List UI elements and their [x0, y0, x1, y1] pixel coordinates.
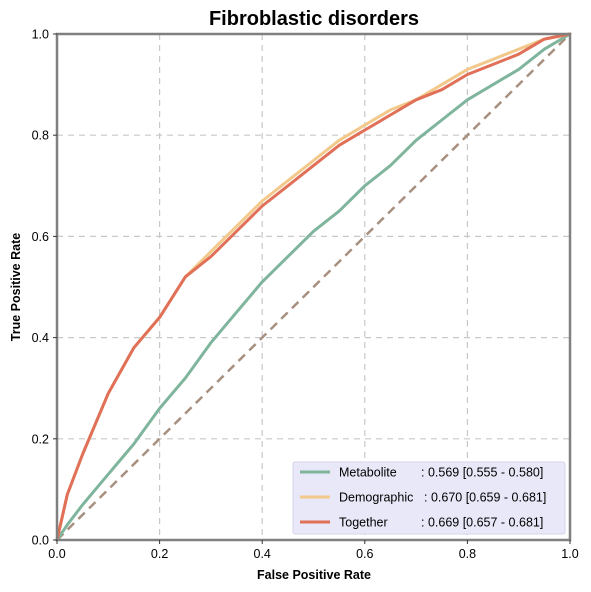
y-tick-label: 0.2	[32, 432, 49, 446]
y-tick-label: 0.8	[32, 129, 49, 143]
legend-auc-together: : 0.669 [0.657 - 0.681]	[421, 516, 543, 530]
x-tick-label: 0.8	[459, 547, 476, 561]
legend-label-together: Together	[339, 516, 388, 530]
legend-label-metabolite: Metabolite	[339, 466, 397, 480]
y-tick-label: 0.0	[32, 534, 49, 548]
y-axis-label: True Positive Rate	[9, 233, 23, 341]
legend-auc-demographic: : 0.670 [0.659 - 0.681]	[424, 491, 546, 505]
legend-label-demographic: Demographic	[339, 491, 413, 505]
x-tick-label: 0.6	[356, 547, 373, 561]
y-axis: 0.0 0.2 0.4 0.6 0.8 1.0	[32, 28, 57, 548]
y-tick-label: 1.0	[32, 28, 49, 42]
legend-auc-metabolite: : 0.569 [0.555 - 0.580]	[421, 466, 543, 480]
x-tick-label: 1.0	[561, 547, 578, 561]
x-tick-label: 0.0	[48, 547, 65, 561]
x-axis-label: False Positive Rate	[257, 568, 371, 582]
x-tick-label: 0.4	[254, 547, 271, 561]
legend: Metabolite : 0.569 [0.555 - 0.580] Demogra…	[293, 462, 565, 534]
x-axis: 0.0 0.2 0.4 0.6 0.8 1.0	[48, 540, 578, 561]
y-tick-label: 0.4	[32, 331, 49, 345]
y-tick-label: 0.6	[32, 230, 49, 244]
chart-title: Fibroblastic disorders	[209, 8, 419, 30]
x-tick-label: 0.2	[151, 547, 168, 561]
